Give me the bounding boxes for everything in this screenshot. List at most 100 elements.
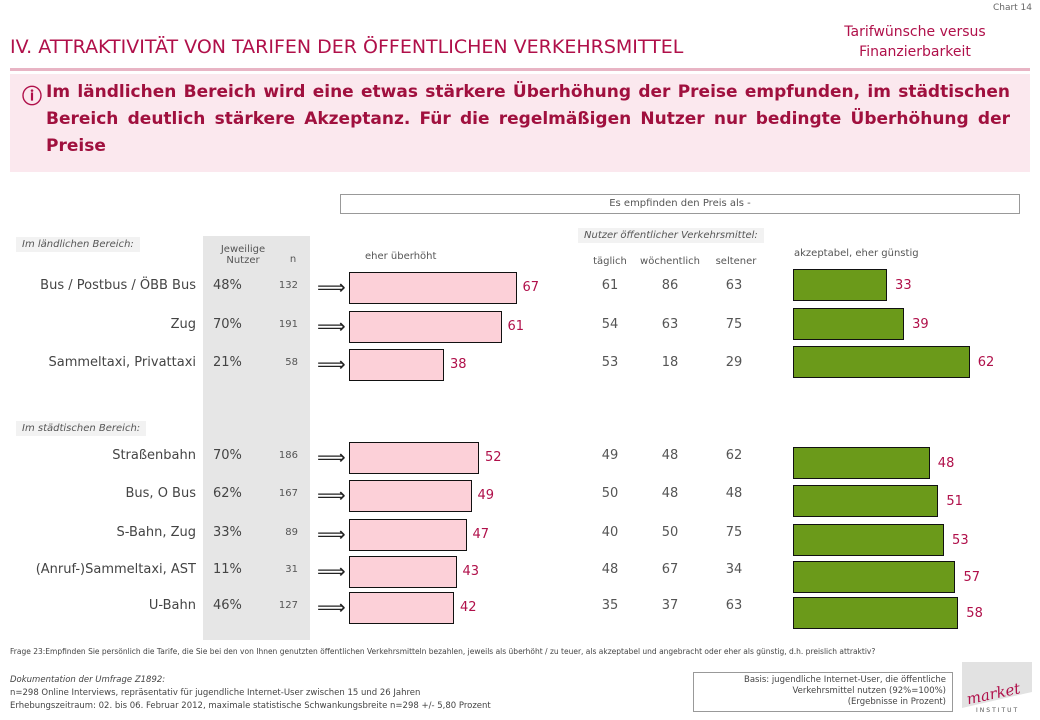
sample-size: 58 bbox=[285, 357, 298, 368]
overpriced-value: 38 bbox=[450, 357, 467, 372]
basis-line-3: (Ergebnisse in Prozent) bbox=[847, 697, 946, 707]
rarely-value: 75 bbox=[725, 525, 743, 540]
row-label: S-Bahn, Zug bbox=[116, 525, 196, 540]
overpriced-bar bbox=[349, 311, 502, 343]
daily-header: täglich bbox=[593, 256, 627, 267]
basis-line-2: Verkehrsmittel nutzen (92%=100%) bbox=[792, 686, 946, 696]
overpriced-bar bbox=[349, 592, 454, 624]
weekly-value: 37 bbox=[661, 598, 679, 613]
acceptable-header: akzeptabel, eher günstig bbox=[794, 248, 919, 259]
info-box bbox=[10, 74, 1030, 172]
rural-section-label: Im ländlichen Bereich: bbox=[16, 237, 140, 252]
urban-section-label: Im städtischen Bereich: bbox=[16, 421, 147, 436]
weekly-value: 67 bbox=[661, 562, 679, 577]
weekly-value: 50 bbox=[661, 525, 679, 540]
overpriced-value: 49 bbox=[477, 488, 495, 503]
arrow-icon: ⟹ bbox=[317, 314, 346, 338]
rarely-value: 63 bbox=[725, 278, 743, 293]
row-label: Zug bbox=[170, 317, 196, 332]
users-header-line-2: Nutzer bbox=[226, 255, 260, 266]
user-share: 33% bbox=[213, 525, 242, 540]
chart-subtitle: Tarifwünsche versus Finanzierbarkeit bbox=[820, 22, 1010, 62]
acceptable-bar bbox=[793, 561, 956, 593]
acceptable-value: 48 bbox=[937, 456, 955, 471]
title-divider bbox=[10, 68, 1030, 71]
weekly-value: 48 bbox=[661, 486, 679, 501]
frequency-header: Nutzer öffentlicher Verkehrsmittel: bbox=[578, 228, 764, 243]
rarely-value: 34 bbox=[725, 562, 743, 577]
daily-value: 35 bbox=[601, 598, 619, 613]
overpriced-bar bbox=[349, 442, 479, 474]
row-label: Bus, O Bus bbox=[125, 486, 197, 501]
weekly-value: 63 bbox=[661, 317, 679, 332]
weekly-value: 86 bbox=[661, 278, 679, 293]
sample-size: 167 bbox=[278, 488, 298, 499]
row-label: Bus / Postbus / ÖBB Bus bbox=[40, 278, 196, 293]
overpriced-value: 47 bbox=[472, 527, 490, 542]
user-share: 48% bbox=[213, 278, 242, 293]
sample-size: 89 bbox=[285, 527, 298, 538]
daily-value: 50 bbox=[601, 486, 619, 501]
survey-documentation: Dokumentation der Umfrage Z1892: n=298 O… bbox=[10, 674, 491, 713]
rarely-value: 63 bbox=[725, 598, 743, 613]
arrow-icon: ⟹ bbox=[317, 445, 346, 469]
weekly-value: 18 bbox=[661, 355, 679, 370]
acceptable-bar bbox=[793, 447, 930, 479]
acceptable-value: 62 bbox=[977, 355, 995, 370]
rarely-value: 62 bbox=[725, 448, 743, 463]
user-share: 11% bbox=[213, 562, 242, 577]
arrow-icon: ⟹ bbox=[317, 483, 346, 507]
doc-line-1: n=298 Online Interviews, repräsentativ f… bbox=[10, 688, 421, 698]
overpriced-bar bbox=[349, 556, 457, 588]
rarely-header: seltener bbox=[715, 256, 757, 267]
overpriced-value: 42 bbox=[460, 600, 477, 615]
acceptable-bar bbox=[793, 269, 888, 301]
market-institut-logo: market INSTITUT bbox=[962, 662, 1032, 714]
subtitle-line-1: Tarifwünsche versus bbox=[844, 24, 986, 40]
question-footnote: Frage 23:Empfinden Sie persönlich die Ta… bbox=[10, 647, 876, 656]
arrow-icon: ⟹ bbox=[317, 559, 346, 583]
overpriced-header: eher überhöht bbox=[365, 251, 437, 262]
arrow-icon: ⟹ bbox=[317, 595, 346, 619]
row-label: U-Bahn bbox=[148, 598, 196, 613]
subtitle-line-2: Finanzierbarkeit bbox=[859, 44, 971, 60]
n-header: n bbox=[289, 254, 297, 265]
acceptable-bar bbox=[793, 308, 905, 340]
weekly-value: 48 bbox=[661, 448, 679, 463]
acceptable-value: 33 bbox=[895, 278, 912, 293]
rarely-value: 29 bbox=[725, 355, 743, 370]
sample-size: 31 bbox=[285, 564, 298, 575]
users-header: Jeweilige Nutzer bbox=[203, 244, 283, 266]
overpriced-bar bbox=[349, 272, 517, 304]
doc-line-2: Erhebungszeitraum: 02. bis 06. Februar 2… bbox=[10, 701, 491, 711]
acceptable-value: 58 bbox=[966, 606, 983, 621]
basis-line-1: Basis: jugendliche Internet-User, die öf… bbox=[744, 675, 946, 685]
rarely-value: 48 bbox=[725, 486, 743, 501]
market-logo-graphic: market INSTITUT bbox=[962, 662, 1032, 714]
overpriced-value: 52 bbox=[485, 450, 502, 465]
sample-size: 186 bbox=[278, 450, 298, 461]
section-title: IV. ATTRAKTIVITÄT VON TARIFEN DER ÖFFENT… bbox=[10, 36, 684, 58]
share-column-band bbox=[203, 236, 310, 640]
overpriced-bar bbox=[349, 480, 472, 512]
user-share: 21% bbox=[213, 355, 242, 370]
acceptable-value: 57 bbox=[963, 570, 980, 585]
overpriced-value: 61 bbox=[507, 319, 525, 334]
overpriced-bar bbox=[349, 519, 467, 551]
arrow-icon: ⟹ bbox=[317, 352, 346, 376]
acceptable-bar bbox=[793, 524, 945, 556]
sample-size: 191 bbox=[278, 319, 298, 330]
daily-value: 49 bbox=[601, 448, 619, 463]
info-icon: ⓘ bbox=[22, 84, 42, 108]
overpriced-value: 67 bbox=[522, 280, 540, 295]
row-label: (Anruf-)Sammeltaxi, AST bbox=[35, 562, 196, 577]
rarely-value: 75 bbox=[725, 317, 743, 332]
arrow-icon: ⟹ bbox=[317, 522, 346, 546]
user-share: 70% bbox=[213, 317, 242, 332]
acceptable-value: 39 bbox=[912, 317, 929, 332]
user-share: 46% bbox=[213, 598, 242, 613]
info-text: Im ländlichen Bereich wird eine etwas st… bbox=[46, 82, 1010, 156]
logo-sub: INSTITUT bbox=[976, 707, 1019, 714]
acceptable-bar bbox=[793, 485, 939, 517]
chart-header: Es empfinden den Preis als - bbox=[340, 194, 1020, 214]
